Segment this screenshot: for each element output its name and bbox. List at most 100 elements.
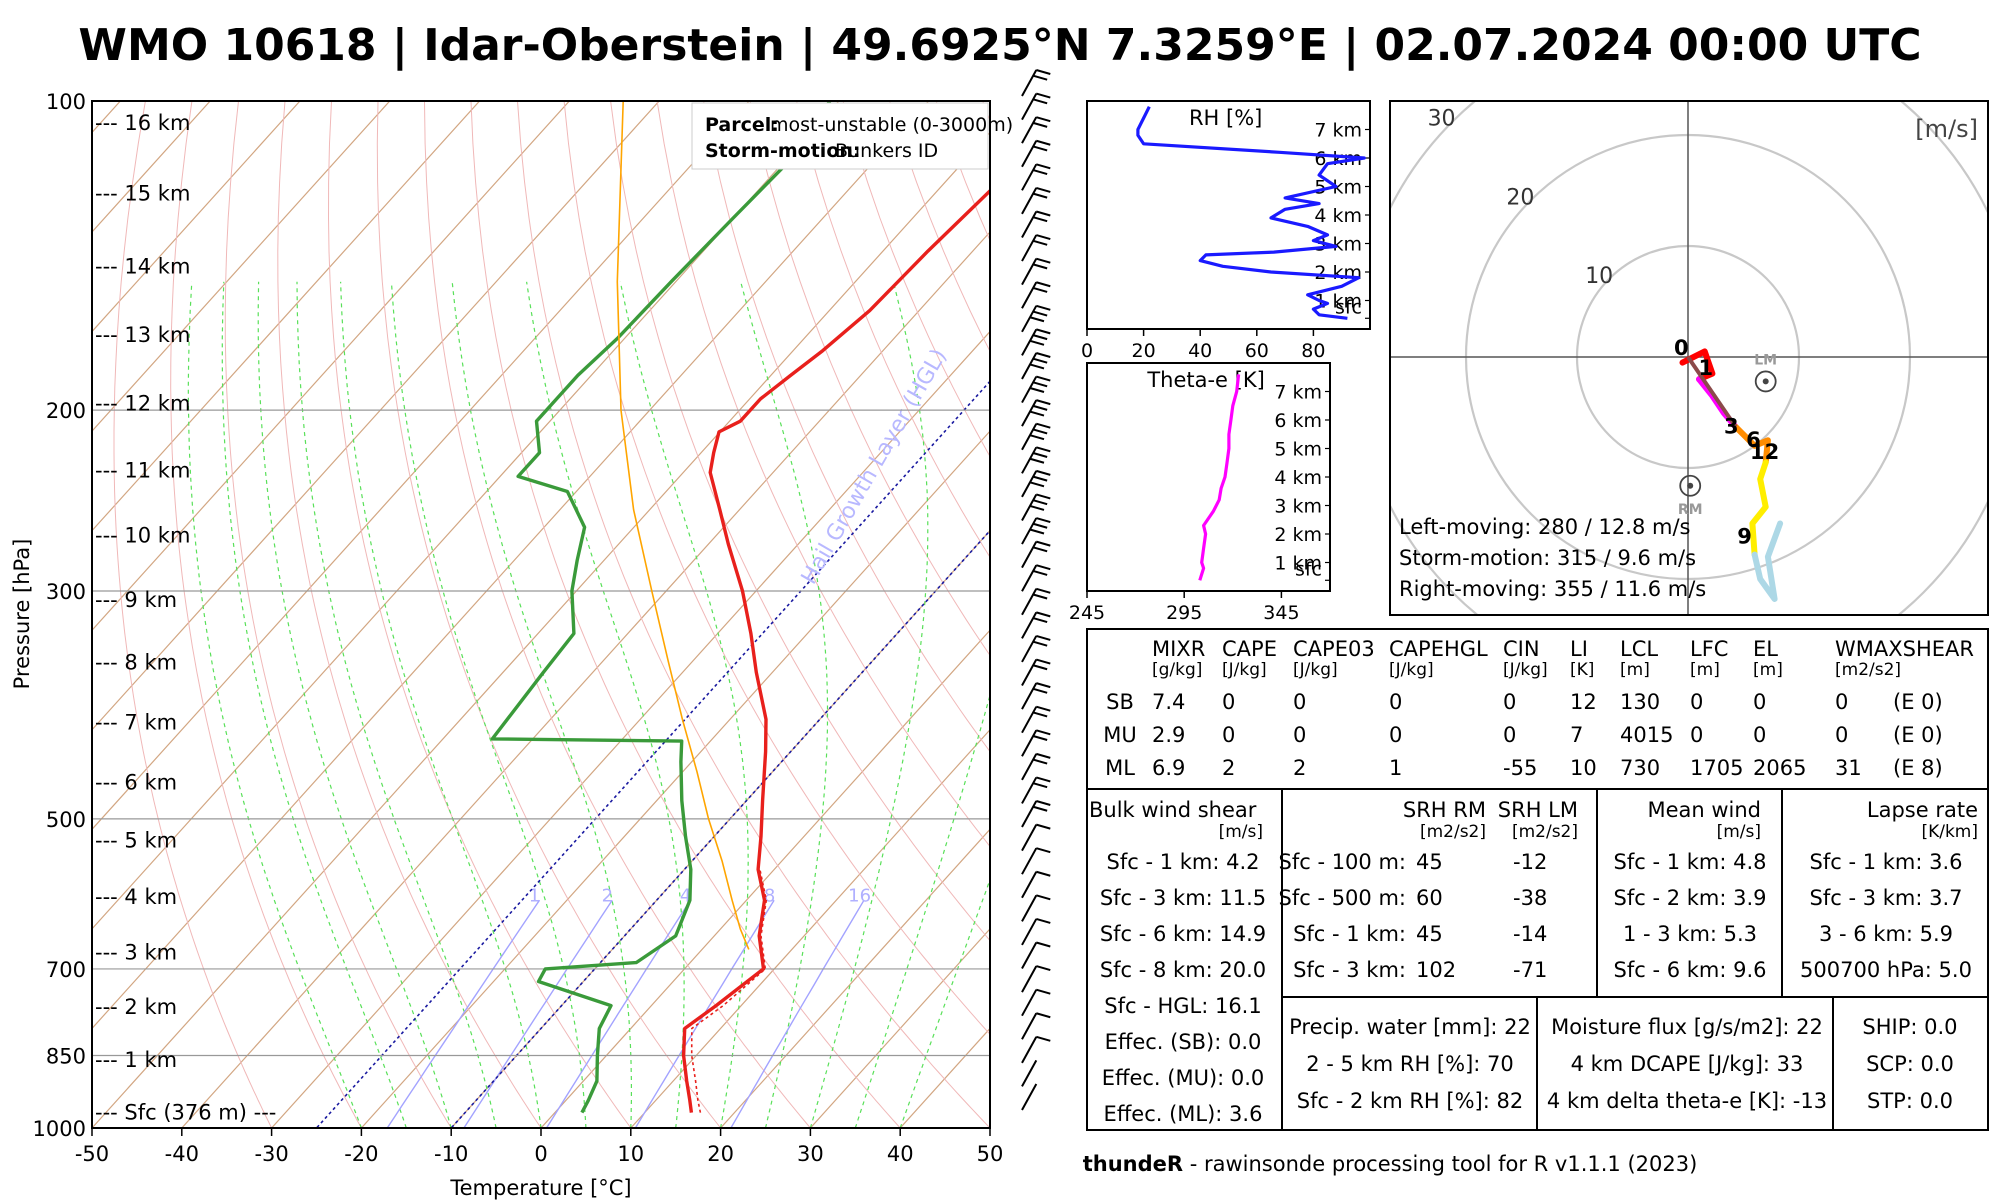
hodograph-legend-line: Right-moving: 355 / 11.6 m/s xyxy=(1399,577,1706,601)
wind-barb xyxy=(1021,352,1051,380)
wind-barb xyxy=(1021,752,1051,781)
moist-adiabat xyxy=(390,281,587,1128)
table-cell: 31 xyxy=(1835,756,1862,780)
isotherm xyxy=(92,101,301,333)
hodograph-height-label: 12 xyxy=(1750,440,1779,464)
srh-lm-value: -38 xyxy=(1513,886,1547,910)
dry-adiabat xyxy=(703,101,990,753)
profile-height-label: 1 km xyxy=(1314,291,1362,313)
bulk-shear-row: Sfc - 3 km: 11.5 xyxy=(1100,886,1266,910)
srh-lm-value: -12 xyxy=(1513,850,1547,874)
moisture-row: Sfc - 2 km RH [%]: 82 xyxy=(1297,1089,1523,1113)
height-label: --- 11 km xyxy=(95,459,190,483)
dry-adiabat xyxy=(1102,54,2000,1150)
table-thermo: MIXR[g/kg]CAPE[J/kg]CAPE03[J/kg]CAPEHGL[… xyxy=(1103,637,1974,780)
table-cell: 0 xyxy=(1835,690,1848,714)
moist-adiabat xyxy=(899,878,990,1128)
dry-adiabat xyxy=(935,101,990,242)
bulk-shear-row: Sfc - 6 km: 14.9 xyxy=(1100,922,1266,946)
x-tick-label: 30 xyxy=(797,1142,824,1166)
hodograph-legend-line: Storm-motion: 315 / 9.6 m/s xyxy=(1399,546,1696,570)
height-label: --- 15 km xyxy=(95,181,190,205)
isotherm xyxy=(92,101,660,731)
lapse-rate-unit: [K/km] xyxy=(1921,822,1978,842)
wind-barb xyxy=(1021,705,1051,734)
lapse-rate-row: 500700 hPa: 5.0 xyxy=(1800,958,1972,982)
y-tick-label: 700 xyxy=(46,958,86,982)
wind-barb xyxy=(1021,1059,1038,1087)
table-cell: 2.9 xyxy=(1152,723,1185,747)
moist-adiabat xyxy=(296,281,497,1128)
shear-vector xyxy=(1686,355,1738,429)
isotherm xyxy=(92,101,391,432)
height-label: --- 10 km xyxy=(95,524,190,548)
dry-adiabat xyxy=(470,101,901,1128)
profile-height-label: 5 km xyxy=(1314,177,1362,199)
storm-motion-value: Bunkers ID xyxy=(835,140,938,162)
dry-adiabat xyxy=(113,101,273,1128)
table-cell: 10 xyxy=(1570,756,1597,780)
parcel-key: Parcel: xyxy=(705,114,779,136)
wind-barb xyxy=(1021,611,1051,639)
table-cell: 12 xyxy=(1570,690,1597,714)
x-tick-label: 10 xyxy=(617,1142,644,1166)
wind-barb xyxy=(1021,328,1051,356)
y-tick-label: 300 xyxy=(46,580,86,604)
profile-height-label: sfc xyxy=(1335,296,1362,318)
composite-index-row: SCP: 0.0 xyxy=(1866,1052,1954,1076)
table-row-label: ML xyxy=(1105,756,1135,780)
lapse-rate-row: Sfc - 1 km: 3.6 xyxy=(1810,850,1963,874)
storm-motion-marker-dot xyxy=(1762,378,1769,385)
x-tick-label: -10 xyxy=(434,1142,468,1166)
dry-adiabat xyxy=(982,101,990,122)
table-cell: 130 xyxy=(1620,690,1660,714)
virtual-temperature-profile xyxy=(690,869,768,1113)
table-cell: 2065 xyxy=(1753,756,1806,780)
table-cell: 0 xyxy=(1753,723,1766,747)
profile-x-tick-label: 245 xyxy=(1069,602,1105,624)
hodograph-height-label: 9 xyxy=(1737,524,1752,548)
srh-rm-value: 60 xyxy=(1416,886,1443,910)
table-cell: 2 xyxy=(1293,756,1306,780)
wind-barb xyxy=(1021,493,1051,521)
table-cell: 0 xyxy=(1222,723,1235,747)
moisture-row: 2 - 5 km RH [%]: 70 xyxy=(1306,1052,1514,1076)
srh-row-label: Sfc - 100 m: xyxy=(1279,850,1407,874)
wind-barb xyxy=(1021,304,1051,333)
height-label: --- 1 km xyxy=(95,1048,177,1072)
isotherm xyxy=(989,1127,990,1128)
height-label: --- 6 km xyxy=(95,771,177,795)
height-label: --- 12 km xyxy=(95,391,190,415)
footer-text: - rawinsonde processing tool for R v1.1.… xyxy=(1183,1152,1697,1176)
lapse-rate-row: Sfc - 3 km: 3.7 xyxy=(1810,886,1963,910)
table-cell: (E 0) xyxy=(1893,690,1943,714)
bulk-shear-row: Sfc - HGL: 16.1 xyxy=(1104,994,1261,1018)
wind-barb xyxy=(1021,1012,1051,1040)
table-row-label: MU xyxy=(1103,723,1137,747)
profile-height-label: sfc xyxy=(1295,558,1322,580)
table-header-unit: [m2/s2] xyxy=(1835,660,1901,680)
wind-barb xyxy=(1021,234,1051,262)
table-header: CAPEHGL xyxy=(1389,637,1488,661)
wind-barb xyxy=(1021,941,1051,969)
wind-barb xyxy=(1021,69,1051,97)
mixing-ratio-label: 1 xyxy=(529,886,540,907)
hodograph-height-label: 3 xyxy=(1724,415,1739,439)
table-header: EL xyxy=(1753,637,1778,661)
dry-adiabat xyxy=(170,101,362,1128)
parcel-value: most-unstable (0-3000m) xyxy=(770,114,1013,136)
dry-adiabat xyxy=(796,101,990,559)
isotherm xyxy=(360,430,990,1128)
dewpoint-profile xyxy=(490,101,832,1114)
wind-barb xyxy=(1021,257,1051,286)
isotherm xyxy=(92,101,750,831)
mixing-ratio-label: 16 xyxy=(848,886,871,907)
srh-row-label: Sfc - 1 km: xyxy=(1293,922,1406,946)
bulk-shear-row: Sfc - 1 km: 4.2 xyxy=(1107,850,1260,874)
table-cell: 0 xyxy=(1690,690,1703,714)
hodograph-segment xyxy=(1679,348,1716,383)
table-cell: 0 xyxy=(1753,690,1766,714)
profile-height-label: 7 km xyxy=(1314,120,1362,142)
